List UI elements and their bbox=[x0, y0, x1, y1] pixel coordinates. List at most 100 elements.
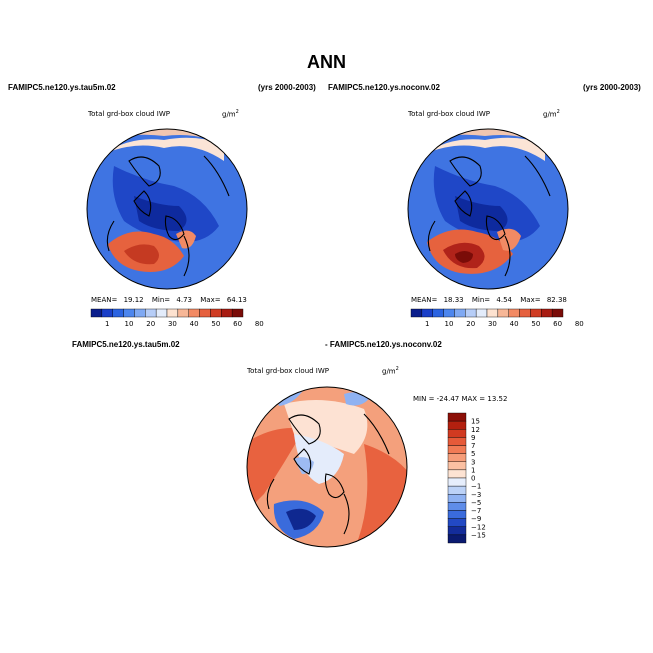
colorbar-swatch bbox=[134, 308, 146, 318]
colorbar-swatch bbox=[508, 308, 520, 318]
colorbar-swatch bbox=[410, 308, 423, 318]
colorbar-swatch bbox=[123, 308, 135, 318]
colorbar-tick-label: −5 bbox=[471, 499, 481, 507]
colorbar-swatch bbox=[90, 308, 103, 318]
colorbar-swatch bbox=[475, 308, 488, 318]
map3-light-region bbox=[284, 400, 368, 454]
map1-atlantic-core-region bbox=[124, 244, 159, 265]
panel3-case-b-label: - FAMIPC5.ne120.ys.noconv.02 bbox=[325, 340, 442, 349]
colorbar-swatch bbox=[447, 437, 467, 446]
colorbar-tick-label: 20 bbox=[466, 320, 475, 328]
colorbar-tick-label: 30 bbox=[168, 320, 177, 328]
panel3-case-a-label: FAMIPC5.ne120.ys.tau5m.02 bbox=[72, 340, 180, 349]
panel2-units-sup: 2 bbox=[556, 109, 560, 115]
map1-low-region bbox=[112, 166, 219, 242]
colorbar-swatch bbox=[447, 485, 467, 495]
colorbar-tick-label: 40 bbox=[510, 320, 519, 328]
colorbar-tick-label: 1 bbox=[425, 320, 429, 328]
panel1-variable-label: Total grd-box cloud IWP bbox=[88, 110, 171, 118]
colorbar-tick-label: −9 bbox=[471, 515, 481, 523]
panel2-max-value: 82.38 bbox=[546, 296, 567, 304]
colorbar-swatch bbox=[447, 510, 467, 519]
colorbar-swatch bbox=[447, 429, 467, 438]
colorbar-tick-label: −12 bbox=[471, 523, 486, 531]
colorbar-swatch bbox=[188, 308, 200, 318]
colorbar-swatch bbox=[497, 308, 509, 318]
colorbar-swatch bbox=[447, 502, 467, 511]
colorbar-swatch bbox=[447, 445, 467, 454]
map-panel3 bbox=[246, 386, 408, 548]
colorbar-swatch bbox=[447, 477, 467, 487]
colorbar-tick-label: 40 bbox=[190, 320, 199, 328]
colorbar-swatch bbox=[199, 308, 211, 318]
panel2-case-label: FAMIPC5.ne120.ys.noconv.02 bbox=[328, 83, 440, 92]
colorbar-tick-label: 10 bbox=[445, 320, 454, 328]
colorbar-swatch bbox=[530, 308, 542, 318]
colorbar-swatch bbox=[454, 308, 466, 318]
map2-atlantic-peak-region bbox=[455, 251, 473, 263]
colorbar-swatch bbox=[177, 308, 189, 318]
colorbar-tick-label: 60 bbox=[233, 320, 242, 328]
panel1-case-label: FAMIPC5.ne120.ys.tau5m.02 bbox=[8, 83, 116, 92]
map2-border bbox=[407, 128, 569, 290]
panel1-years-label: (yrs 2000-2003) bbox=[258, 83, 316, 92]
colorbar-tick-label: 20 bbox=[146, 320, 155, 328]
colorbar-tick-label: 80 bbox=[255, 320, 264, 328]
map3-coastlines bbox=[266, 413, 390, 535]
colorbar-panel2: 1 10 20 30 40 50 60 80 bbox=[410, 308, 584, 328]
map3-border bbox=[246, 386, 408, 548]
colorbar-swatch bbox=[210, 308, 222, 318]
colorbar-swatch bbox=[101, 308, 113, 318]
panel1-max-value: 64.13 bbox=[226, 296, 247, 304]
map2-coastlines bbox=[427, 155, 551, 277]
panel3-units-sup: 2 bbox=[395, 366, 399, 372]
colorbar-tick-label: 0 bbox=[471, 475, 475, 483]
colorbar-swatch bbox=[166, 308, 179, 318]
panel2-min-label: Min= bbox=[471, 296, 491, 304]
colorbar-tick-label: −3 bbox=[471, 491, 481, 499]
colorbar-tick-label: 12 bbox=[471, 426, 480, 434]
panel3-minmax-label: MIN = -24.47 MAX = 13.52 bbox=[413, 395, 508, 403]
colorbar-tick-label: 80 bbox=[575, 320, 584, 328]
panel1-units-sup: 2 bbox=[235, 109, 239, 115]
colorbar-tick-label: 60 bbox=[553, 320, 562, 328]
panel1-mean-value: 19.12 bbox=[123, 296, 144, 304]
panel1-max-label: Max= bbox=[200, 296, 221, 304]
colorbar-tick-label: 1 bbox=[105, 320, 109, 328]
colorbar-swatch bbox=[155, 308, 168, 318]
colorbar-swatch bbox=[447, 453, 467, 462]
colorbar-swatch bbox=[447, 469, 467, 479]
colorbar-tick-label: −7 bbox=[471, 507, 481, 515]
panel3-units-label: g/m2 bbox=[382, 366, 399, 375]
colorbar-swatch bbox=[447, 461, 467, 471]
colorbar-swatch bbox=[465, 308, 477, 318]
colorbar-tick-label: 30 bbox=[488, 320, 497, 328]
colorbar-swatch bbox=[486, 308, 499, 318]
panel1-min-label: Min= bbox=[151, 296, 171, 304]
colorbar-swatch bbox=[447, 420, 467, 430]
panel1-units-label: g/m2 bbox=[222, 109, 239, 118]
panel1-min-value: 4.73 bbox=[176, 296, 192, 304]
panel1-stats: MEAN= 19.12 Min= 4.73 Max= 64.13 bbox=[91, 296, 247, 304]
panel2-min-value: 4.54 bbox=[496, 296, 512, 304]
colorbar-swatch bbox=[443, 308, 455, 318]
colorbar-tick-label: −1 bbox=[471, 483, 481, 491]
map2-atlantic-edge-region bbox=[497, 228, 521, 251]
map2-pacific-mid-region bbox=[425, 137, 545, 161]
map2-deep-low-region bbox=[455, 196, 508, 231]
map1-pacific-mid-region bbox=[104, 137, 224, 161]
colorbar-swatch bbox=[447, 518, 467, 527]
colorbar-swatch bbox=[112, 308, 124, 318]
map1-coastlines bbox=[106, 155, 230, 277]
colorbar-swatch bbox=[541, 308, 553, 318]
map2-low-region bbox=[433, 166, 540, 242]
colorbar-tick-label: 10 bbox=[125, 320, 134, 328]
colorbar-tick-label: 5 bbox=[471, 450, 475, 458]
colorbar-swatch bbox=[447, 494, 467, 503]
colorbar-tick-label: 50 bbox=[531, 320, 540, 328]
colorbar-swatch bbox=[447, 534, 467, 544]
colorbar-tick-label: 7 bbox=[471, 442, 475, 450]
panel2-years-label: (yrs 2000-2003) bbox=[583, 83, 641, 92]
panel1-units-text: g/m bbox=[222, 110, 236, 119]
panel3-units-text: g/m bbox=[382, 367, 396, 376]
